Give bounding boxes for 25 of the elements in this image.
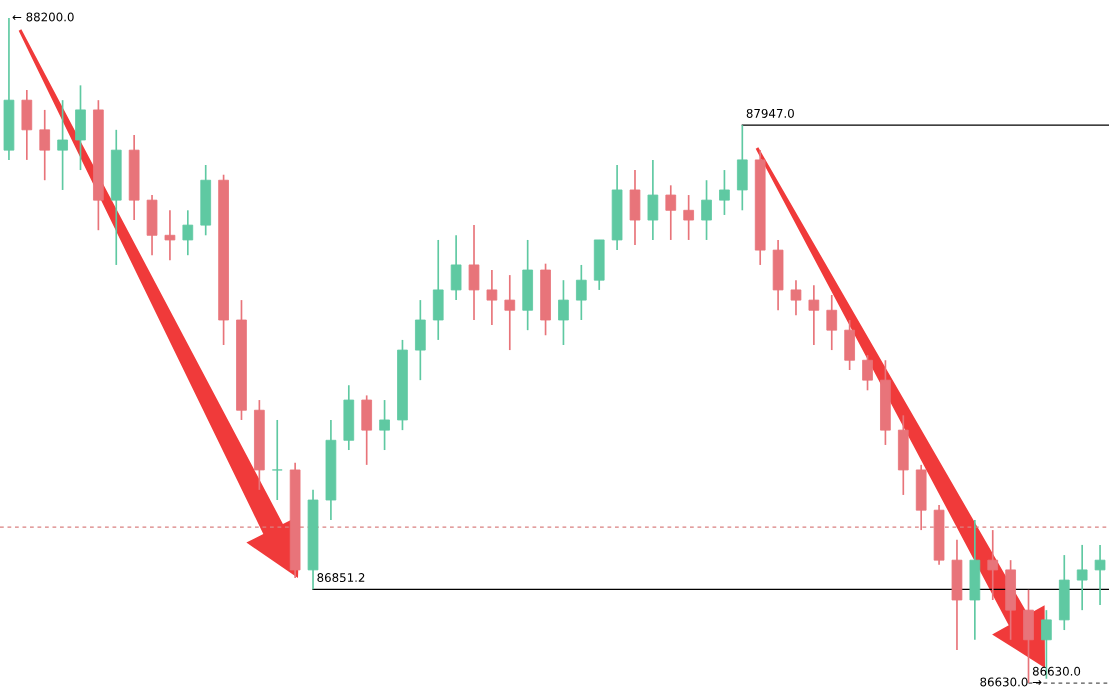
- candlestick: [683, 194, 694, 241]
- annotation: 86630.0 →: [980, 677, 1042, 687]
- ref-line-label: 86851.2: [317, 573, 365, 583]
- candlestick: [790, 279, 802, 317]
- candlestick: [987, 529, 999, 601]
- candlestick: [808, 284, 820, 346]
- candlestick: [558, 279, 569, 346]
- candlestick: [486, 269, 498, 326]
- candlestick: [575, 264, 587, 321]
- candlestick: [1076, 544, 1088, 611]
- candlestick: [701, 179, 712, 241]
- candlestick: [719, 169, 730, 216]
- ref-line-label: 87947.0: [746, 108, 794, 118]
- candlestick: [271, 419, 283, 501]
- annotation: ← 88200.0: [12, 12, 74, 22]
- candlestick: [862, 354, 873, 392]
- candlestick: [379, 399, 390, 451]
- candlestick: [57, 99, 68, 191]
- candlestick: [39, 109, 51, 182]
- candlestick: [826, 294, 838, 351]
- candlestick: [665, 184, 677, 241]
- candlestick: [164, 209, 176, 262]
- candlestick: [182, 209, 194, 257]
- candlestick: [504, 274, 516, 351]
- candlestick: [1094, 544, 1106, 606]
